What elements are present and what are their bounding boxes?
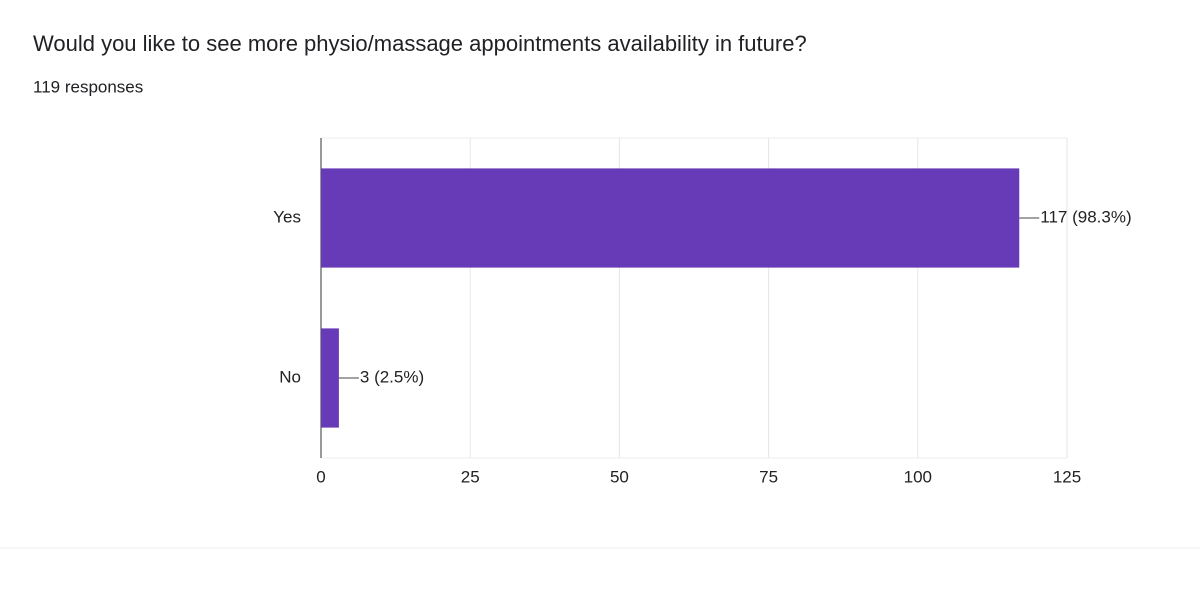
- value-label: 117 (98.3%): [1040, 207, 1131, 226]
- x-tick-label: 100: [904, 467, 932, 486]
- y-tick-label: Yes: [273, 207, 301, 226]
- chart-title: Would you like to see more physio/massag…: [33, 31, 807, 56]
- y-tick-label: No: [279, 367, 301, 386]
- chart-subtitle: 119 responses: [33, 77, 143, 96]
- bar: [321, 328, 339, 428]
- x-tick-label: 125: [1053, 467, 1081, 486]
- x-tick-label: 50: [610, 467, 629, 486]
- x-tick-label: 25: [461, 467, 480, 486]
- value-label: 3 (2.5%): [360, 367, 424, 386]
- x-tick-label: 0: [316, 467, 325, 486]
- x-tick-label: 75: [759, 467, 778, 486]
- bar: [321, 168, 1020, 268]
